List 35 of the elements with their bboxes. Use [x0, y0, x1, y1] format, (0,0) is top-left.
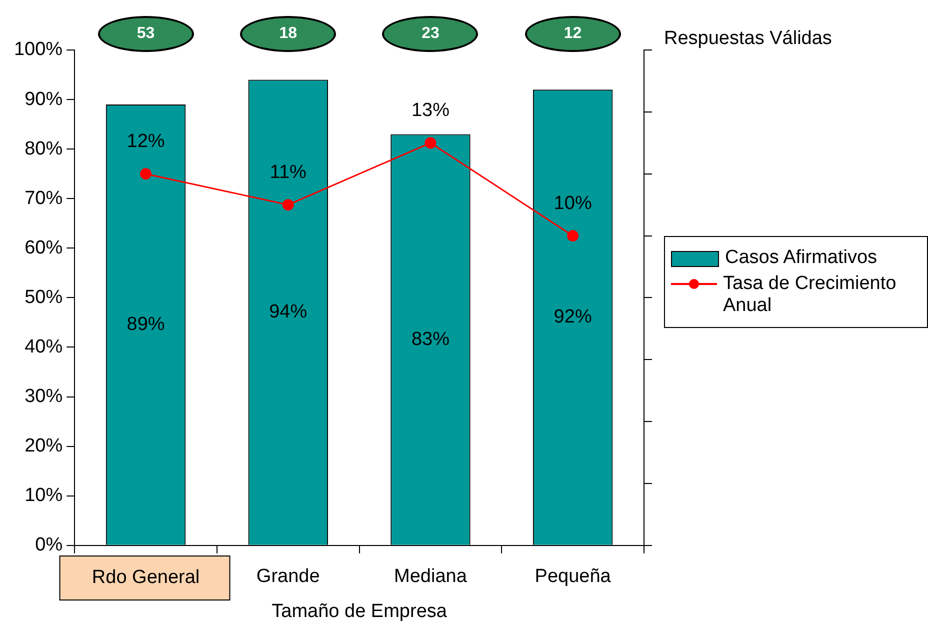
- y-tick-label: 100%: [14, 39, 63, 60]
- point: [282, 199, 294, 211]
- data-label: 10%: [554, 193, 592, 214]
- x-tick-label: Grande: [256, 566, 320, 588]
- legend-label: Casos Afirmativos: [725, 247, 878, 269]
- data-label: 11%: [270, 162, 307, 184]
- y-tick-label: 70%: [24, 188, 63, 209]
- oval-badge: 53: [98, 16, 194, 52]
- x-axis-title: Tamaño de Empresa: [272, 600, 448, 622]
- y-tick-label: 10%: [24, 485, 63, 506]
- x-tick-label: Rdo General: [92, 567, 200, 588]
- oval-badge: 23: [382, 16, 478, 52]
- data-label: 13%: [411, 100, 450, 122]
- data-label: 83%: [411, 328, 450, 350]
- data-label: 94%: [269, 302, 308, 323]
- y-tick-label: 50%: [24, 286, 63, 308]
- point: [140, 168, 152, 180]
- x-tick-label: Mediana: [394, 566, 468, 588]
- y-tick-label: 40%: [24, 336, 63, 358]
- data-label: 92%: [554, 306, 592, 328]
- y-tick-label: 20%: [24, 436, 63, 457]
- legend-label: Tasa de Crecimiento Anual: [723, 273, 898, 317]
- text: Respuestas Válidas: [664, 28, 832, 50]
- data-label: 89%: [126, 314, 165, 335]
- y-tick-label: 30%: [24, 386, 63, 408]
- y-tick-label: 90%: [24, 88, 63, 110]
- y-tick-label: 60%: [24, 237, 63, 258]
- oval-badge: 18: [240, 16, 336, 52]
- x-tick-label: Pequeña: [534, 566, 612, 588]
- y-tick-label: 0%: [35, 534, 63, 556]
- data-label: 12%: [126, 131, 165, 152]
- point: [567, 230, 579, 242]
- point: [424, 137, 436, 149]
- y-tick-label: 80%: [24, 138, 63, 160]
- oval-badge: 12: [524, 16, 621, 52]
